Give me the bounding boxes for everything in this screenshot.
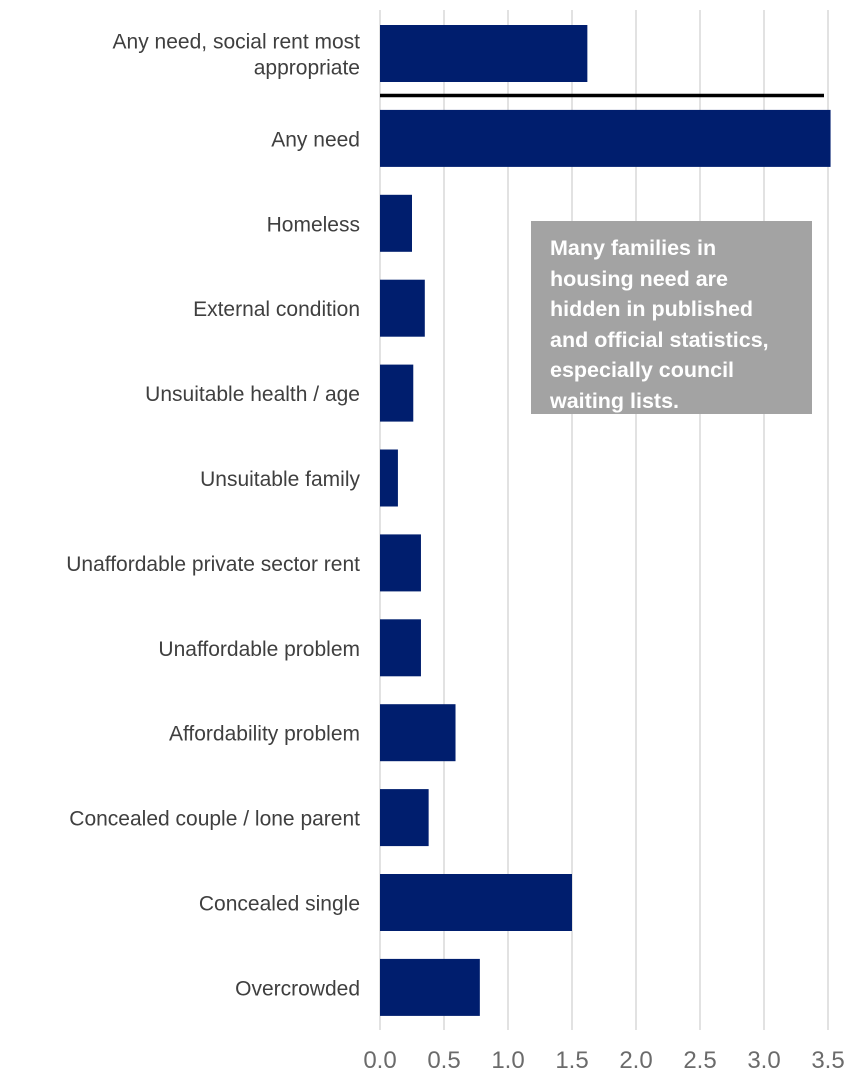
category-label: Unaffordable private sector rent xyxy=(66,553,360,576)
bar xyxy=(380,534,421,592)
category-label: Unaffordable problem xyxy=(158,638,360,661)
x-tick-label: 2.0 xyxy=(619,1047,652,1072)
bar xyxy=(380,279,425,337)
bar xyxy=(380,619,421,677)
category-label: Affordability problem xyxy=(169,723,360,746)
category-label: Unsuitable family xyxy=(200,468,360,491)
x-tick-label: 3.0 xyxy=(747,1047,780,1072)
annotation-box: Many families in housing need are hidden… xyxy=(531,221,812,414)
category-label: Concealed couple / lone parent xyxy=(69,808,360,831)
category-label: Homeless xyxy=(267,213,360,236)
x-tick-label: 1.0 xyxy=(491,1047,524,1072)
category-label: Unsuitable health / age xyxy=(145,383,360,406)
x-tick-label: 3.5 xyxy=(811,1047,844,1072)
category-label: External condition xyxy=(193,298,360,321)
bar xyxy=(380,364,414,422)
bar xyxy=(380,449,398,507)
bar xyxy=(380,789,429,847)
bar xyxy=(380,704,456,762)
bar xyxy=(380,25,588,82)
bar xyxy=(380,958,480,1016)
x-tick-label: 0.5 xyxy=(427,1047,460,1072)
category-label: Any need xyxy=(271,128,360,151)
bar xyxy=(380,109,831,167)
category-label: appropriate xyxy=(254,57,360,80)
bar xyxy=(380,874,572,931)
bar xyxy=(380,194,412,252)
x-tick-label: 2.5 xyxy=(683,1047,716,1072)
category-label: Overcrowded xyxy=(235,977,360,1000)
category-label: Concealed single xyxy=(199,893,360,916)
category-label: Any need, social rent most xyxy=(113,31,361,54)
x-tick-label: 0.0 xyxy=(363,1047,396,1072)
annotation-text: Many families in housing need are hidden… xyxy=(550,236,769,413)
x-tick-label: 1.5 xyxy=(555,1047,588,1072)
